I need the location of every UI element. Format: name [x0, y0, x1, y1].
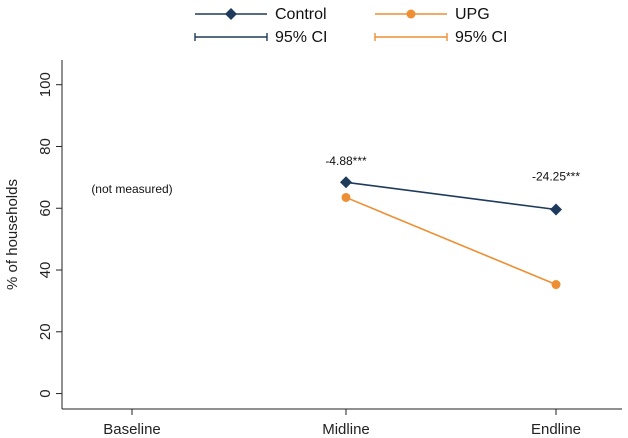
- annotations: (not measured) -4.88*** -24.25***: [91, 154, 580, 196]
- legend-control-ci-label: 95% CI: [275, 29, 327, 46]
- x-tick-label-baseline: Baseline: [103, 421, 161, 438]
- annotation-endline: -24.25***: [532, 169, 580, 183]
- upg-point-endline: [551, 280, 561, 290]
- x-tick-label-endline: Endline: [531, 421, 581, 438]
- upg-line: [345, 196, 557, 286]
- y-tick-label-20: 20: [37, 323, 54, 340]
- control-line: [345, 181, 557, 211]
- x-tick-label-midline: Midline: [322, 421, 370, 438]
- legend-control-marker: [225, 8, 237, 20]
- series-layer: [340, 176, 562, 290]
- y-tick-label-0: 0: [37, 389, 54, 397]
- plot-frame: [61, 60, 622, 410]
- y-tick-label-60: 60: [37, 200, 54, 217]
- y-axis-title: % of households: [4, 179, 21, 290]
- control-point-midline: [340, 176, 352, 189]
- y-axis: 0 20 40 60 80 100 % of households: [4, 72, 62, 398]
- legend-upg-label: UPG: [455, 6, 490, 23]
- legend-upg-marker: [406, 9, 416, 19]
- legend: Control 95% CI UPG 95% CI: [194, 6, 507, 46]
- legend-control-label: Control: [275, 6, 327, 23]
- control-point-endline: [550, 203, 562, 216]
- y-tick-label-80: 80: [37, 138, 54, 155]
- upg-point-midline: [341, 192, 351, 202]
- legend-upg-ci-label: 95% CI: [455, 29, 507, 46]
- annotation-midline: -4.88***: [325, 154, 367, 168]
- annotation-baseline: (not measured): [91, 182, 172, 196]
- y-tick-label-100: 100: [37, 72, 54, 97]
- x-axis: Baseline Midline Endline: [103, 409, 581, 438]
- y-tick-label-40: 40: [37, 262, 54, 279]
